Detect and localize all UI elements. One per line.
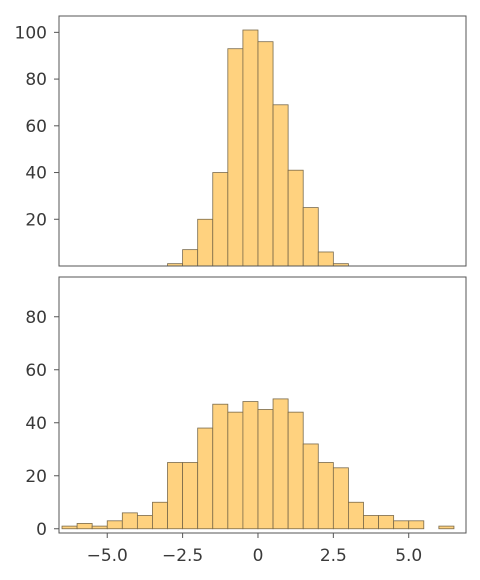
histogram-bar [393, 520, 410, 530]
histogram-bar [257, 409, 274, 530]
histogram-bar [332, 467, 349, 530]
histogram-bar [197, 218, 214, 267]
histogram-bar [363, 515, 379, 530]
histogram-bar [227, 411, 244, 530]
y-tick-label: 0 [36, 520, 47, 540]
y-tick-label: 20 [25, 467, 47, 487]
y-tick-label: 100 [15, 23, 47, 43]
histogram-bar [136, 515, 153, 530]
histogram-bar [106, 520, 123, 530]
histogram-bar [61, 525, 78, 530]
histogram-bar [317, 462, 334, 530]
x-tick-label: 0 [253, 546, 264, 566]
y-tick-label: 40 [25, 414, 47, 434]
histogram-bar [317, 251, 334, 267]
x-tick-label: 2.5 [320, 546, 347, 566]
histogram-bar [212, 403, 229, 530]
x-tick-label: −5.0 [87, 546, 128, 566]
y-tick-label: 60 [25, 361, 47, 381]
histogram-bar [182, 249, 199, 267]
histogram-bar [348, 501, 364, 530]
y-tick-label: 60 [25, 117, 47, 137]
top-histogram-panel: 20 40 60 80 100 [15, 15, 467, 267]
histogram-bar [272, 398, 289, 530]
y-tick-label: 80 [25, 70, 47, 90]
x-tick-label: −2.5 [162, 546, 203, 566]
histogram-bar [272, 104, 289, 267]
y-tick-label: 80 [25, 308, 47, 328]
histogram-bar [76, 523, 93, 530]
histogram-bar [212, 172, 229, 267]
histogram-bar [378, 515, 395, 530]
histogram-bar [302, 443, 319, 530]
histogram-bar [242, 29, 259, 267]
histogram-bar [167, 462, 184, 530]
histogram-bar [152, 501, 168, 530]
histogram-bar [408, 520, 425, 530]
bottom-histogram-panel: 0 20 40 60 80 −5.0 −2.5 0 2.5 5.0 [25, 276, 467, 566]
y-tick-label: 20 [25, 210, 47, 230]
histogram-bar [287, 411, 304, 530]
axes-frame [58, 15, 467, 267]
histogram-bar [438, 525, 455, 530]
histogram-bar [227, 48, 244, 267]
histogram-bar [257, 41, 274, 267]
x-tick-label: 5.0 [395, 546, 422, 566]
histogram-bar [91, 525, 108, 530]
histogram-bar [121, 512, 138, 530]
y-tick-label: 40 [25, 164, 47, 184]
histogram-bar [242, 401, 259, 530]
histogram-bar [302, 207, 319, 267]
histogram-bar [287, 169, 304, 267]
histogram-bar [182, 462, 199, 530]
axes-frame [58, 276, 467, 534]
histogram-bar [197, 427, 214, 530]
